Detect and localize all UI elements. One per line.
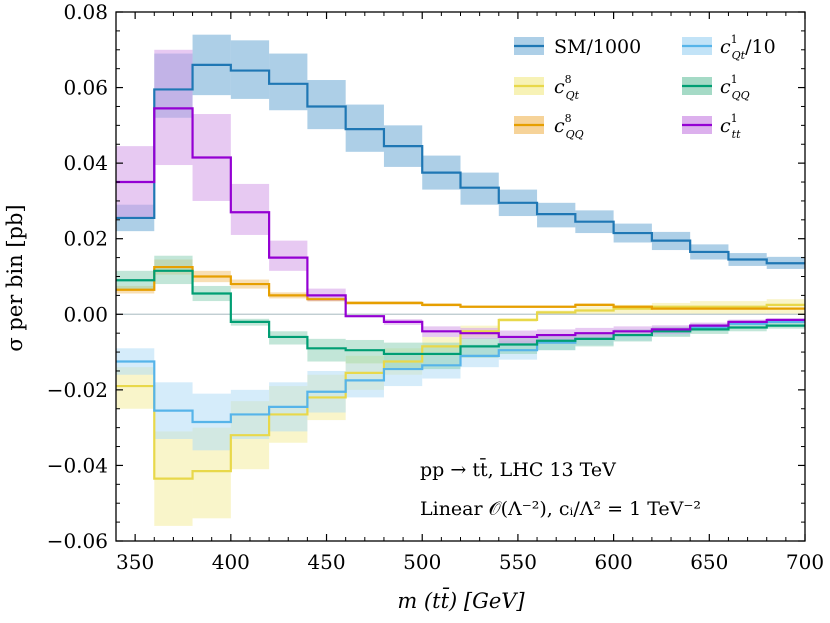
legend-item-sm: SM/1000 [514, 36, 641, 58]
legend-cqq8-main: c [554, 115, 565, 137]
x-tick-label-450: 450 [307, 550, 345, 574]
x-tick-label-350: 350 [116, 550, 154, 574]
y-tick-label-7: 0.08 [63, 0, 108, 24]
y-tick-label-2: −0.02 [47, 378, 108, 402]
y-tick-label-0: −0.06 [47, 529, 108, 553]
legend-cqq1-main: c [720, 76, 731, 98]
x-tick-label-500: 500 [403, 550, 441, 574]
band-ctt1-bin-3 [230, 183, 270, 235]
x-axis-label: m (tt̄) [GeV] [397, 587, 525, 613]
legend-cqt8-main: c [554, 76, 565, 98]
band-cqq1-bin-6 [345, 339, 384, 364]
band-sm-bin-4 [269, 53, 308, 111]
x-tick-label-600: 600 [595, 550, 633, 574]
annotation-process: pp → tt̄, LHC 13 TeV [420, 457, 616, 481]
legend-cqq1-sub: QQ [732, 89, 750, 102]
series-line-cqq8 [116, 265, 805, 310]
legend-label-cqq8: c8 QQ [554, 112, 584, 141]
y-tick-label-4: 0.02 [63, 227, 108, 251]
legend-ctt1-main: c [720, 115, 731, 137]
legend: SM/1000 c8 Qt c8 QQ c1 Qt/10 c1 QQ c1 tt [514, 33, 776, 141]
legend-item-cqq8: c8 QQ [514, 112, 584, 141]
legend-cqt1-sub: Qt [732, 49, 746, 62]
x-axis-ticks: 350 400 450 500 550 600 650 700 [115, 12, 824, 574]
legend-cqt8-sup: 8 [565, 73, 572, 86]
x-tick-label-400: 400 [212, 550, 250, 574]
legend-cqt1-sup: 1 [731, 33, 738, 46]
legend-cqq8-sup: 8 [565, 112, 572, 125]
x-tick-label-650: 650 [690, 550, 728, 574]
series-line-cqq1 [116, 269, 805, 356]
legend-item-cqq1: c1 QQ [682, 73, 750, 102]
legend-label-ctt1: c1 tt [720, 112, 741, 141]
band-ctt1-bin-4 [269, 240, 308, 271]
band-cqq1-bin-7 [383, 342, 423, 370]
band-cqq1-bin-9 [460, 337, 499, 358]
y-tick-label-3: 0.00 [63, 302, 108, 326]
band-cqq1-bin-5 [307, 338, 346, 362]
series-lines [116, 63, 805, 480]
legend-cqq8-sub: QQ [566, 128, 584, 141]
legend-item-cqt8: c8 Qt [514, 73, 580, 102]
series-line-ctt1 [116, 107, 805, 339]
band-cqt8-bin-17 [766, 299, 805, 315]
legend-label-sm: SM/1000 [554, 36, 641, 58]
y-tick-label-1: −0.04 [47, 453, 108, 477]
x-tick-label-550: 550 [499, 550, 537, 574]
y-tick-label-6: 0.06 [63, 76, 108, 100]
series-line-sm [116, 63, 805, 265]
legend-cqt8-sub: Qt [566, 89, 580, 102]
annotation-eft: Linear 𝒪(Λ⁻²), cᵢ/Λ² = 1 TeV⁻² [420, 498, 701, 520]
uncertainty-bands [116, 34, 805, 526]
legend-cqt1-tail: /10 [745, 36, 776, 58]
band-sm-bin-5 [307, 80, 346, 130]
y-tick-label-5: 0.04 [63, 151, 108, 175]
legend-cqt1-main: c [720, 36, 731, 58]
legend-ctt1-sub: tt [732, 128, 741, 141]
legend-ctt1-sup: 1 [731, 112, 738, 125]
legend-label-cqt8: c8 Qt [554, 73, 580, 102]
y-axis-ticks: −0.06 −0.04 −0.02 0.00 0.02 0.04 0.06 0.08 [47, 0, 805, 553]
x-tick-label-700: 700 [786, 550, 824, 574]
legend-cqq1-sup: 1 [731, 73, 738, 86]
legend-item-ctt1: c1 tt [682, 112, 741, 141]
legend-label-cqt1: c1 Qt/10 [720, 33, 776, 62]
legend-label-cqq1: c1 QQ [720, 73, 750, 102]
y-axis-label: σ per bin [pb] [3, 204, 27, 351]
legend-item-cqt1: c1 Qt/10 [682, 33, 776, 62]
